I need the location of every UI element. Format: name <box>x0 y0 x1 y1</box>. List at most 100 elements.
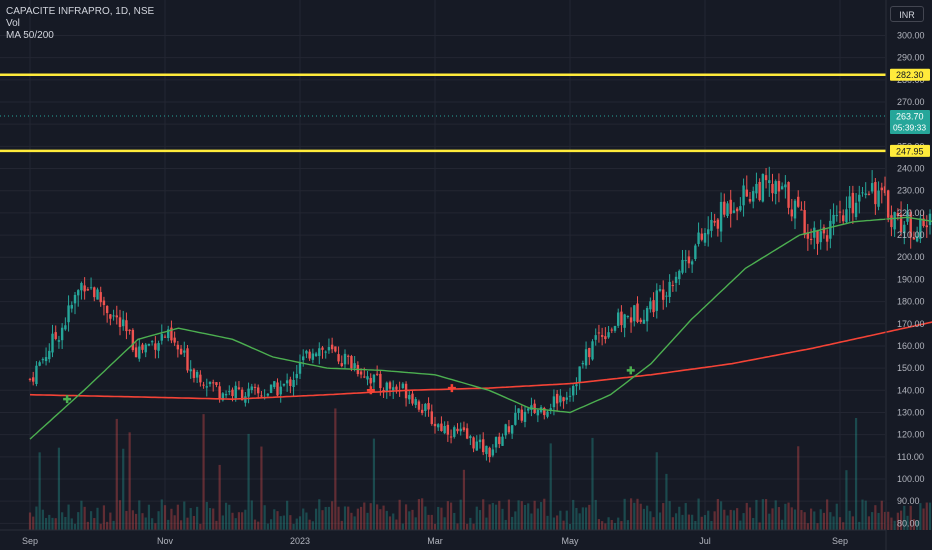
volume-bar <box>189 508 192 530</box>
currency-selector[interactable]: INR <box>890 6 924 22</box>
candle-body <box>170 327 173 341</box>
candle-body <box>806 232 810 239</box>
candle-body <box>517 408 520 414</box>
volume-bar <box>318 499 321 530</box>
volume-bar <box>559 510 562 530</box>
time-axis[interactable]: SepNov2023MarMayJulSepNov2024MarMayJul <box>0 529 932 546</box>
candle-body <box>639 319 642 322</box>
x-tick-label: Sep <box>832 536 848 546</box>
volume-label[interactable]: Vol <box>6 18 20 29</box>
ma-label[interactable]: MA 50/200 <box>6 30 54 41</box>
volume-bar <box>822 512 826 530</box>
candle-body <box>703 232 707 243</box>
candle-body <box>877 190 880 207</box>
volume-bar <box>385 510 388 530</box>
volume-bar <box>199 523 202 530</box>
volume-bar <box>536 508 539 530</box>
candle-body <box>758 181 761 201</box>
candle-body <box>858 194 861 202</box>
y-tick-label: 270.00 <box>897 97 925 107</box>
candle-body <box>424 403 427 412</box>
candle-body <box>176 344 180 350</box>
symbol-title[interactable]: CAPACITE INFRAPRO, 1D, NSE <box>6 6 155 17</box>
candle-body <box>302 356 305 361</box>
candle-body <box>591 341 594 360</box>
candle-body <box>118 317 122 328</box>
volume-bar <box>912 519 916 530</box>
price-axis[interactable]: 80.00 90.00 100.00 110.00 120.00 130.00 140.00… <box>885 0 930 550</box>
volume-bar <box>716 498 719 530</box>
y-tick-label: 170.00 <box>897 319 925 329</box>
candles <box>28 166 932 463</box>
ma-cross-marker <box>447 384 456 393</box>
candle-body <box>179 348 183 355</box>
volume-bar <box>687 514 691 530</box>
candle-body <box>221 393 225 401</box>
volume-bar <box>302 508 305 530</box>
candle-body <box>395 386 398 390</box>
candle-body <box>372 374 376 383</box>
last-price-tag <box>890 109 930 134</box>
candle-body <box>536 410 540 416</box>
y-tick-label: 190.00 <box>897 274 925 284</box>
candle-body <box>915 236 919 242</box>
volume-bar <box>549 443 552 530</box>
volume-bar <box>684 503 687 530</box>
volume-bar <box>340 520 343 530</box>
candle-body <box>842 215 845 222</box>
candle-body <box>494 437 498 448</box>
candle-body <box>851 192 855 214</box>
volume-bar <box>700 516 703 530</box>
volume-bar <box>629 498 633 530</box>
candle-body <box>710 219 713 231</box>
volume-bar <box>806 523 809 530</box>
volume-bar <box>215 520 218 530</box>
candle-body <box>138 346 141 359</box>
volume-bar <box>642 508 646 530</box>
volume-bar <box>552 517 556 530</box>
candle-body <box>208 381 212 385</box>
candle-body <box>520 409 523 421</box>
candle-body <box>475 441 478 451</box>
candle-body <box>803 210 806 235</box>
volume-bar <box>742 513 745 530</box>
level-lines[interactable] <box>0 73 886 153</box>
volume-bar <box>308 519 311 530</box>
candle-body <box>321 347 324 350</box>
volume-bar <box>588 504 591 530</box>
candle-body <box>392 387 395 391</box>
volume-bar <box>768 513 771 530</box>
volume-bar <box>793 509 797 530</box>
volume-bar <box>404 504 408 530</box>
candle-body <box>67 305 70 323</box>
volume-bar <box>761 499 764 530</box>
volume-bar <box>131 510 134 530</box>
candle-body <box>73 294 77 304</box>
volume-bar <box>613 523 617 530</box>
candle-body <box>816 230 819 244</box>
last-price-label: 263.70 <box>896 111 924 121</box>
candle-body <box>912 237 916 240</box>
candle-body <box>340 363 343 367</box>
volume-bar <box>501 508 504 530</box>
candle-body <box>552 396 556 408</box>
candle-body <box>572 386 575 396</box>
volume-bar <box>723 509 726 530</box>
candle-body <box>771 183 774 194</box>
candle-body <box>289 379 292 386</box>
volume-bar <box>421 498 424 530</box>
candle-body <box>192 369 196 378</box>
candle-body <box>144 344 147 353</box>
candle-body <box>257 387 260 394</box>
y-tick-label: 200.00 <box>897 252 925 262</box>
candle-body <box>636 303 639 322</box>
candle-body <box>28 378 32 380</box>
y-tick-label: 290.00 <box>897 53 925 63</box>
candle-body <box>369 377 372 384</box>
volume-bar <box>726 515 729 530</box>
candle-body <box>845 209 848 223</box>
candle-body <box>674 276 678 283</box>
volume-bar <box>739 520 742 530</box>
volume-bar <box>864 500 867 530</box>
